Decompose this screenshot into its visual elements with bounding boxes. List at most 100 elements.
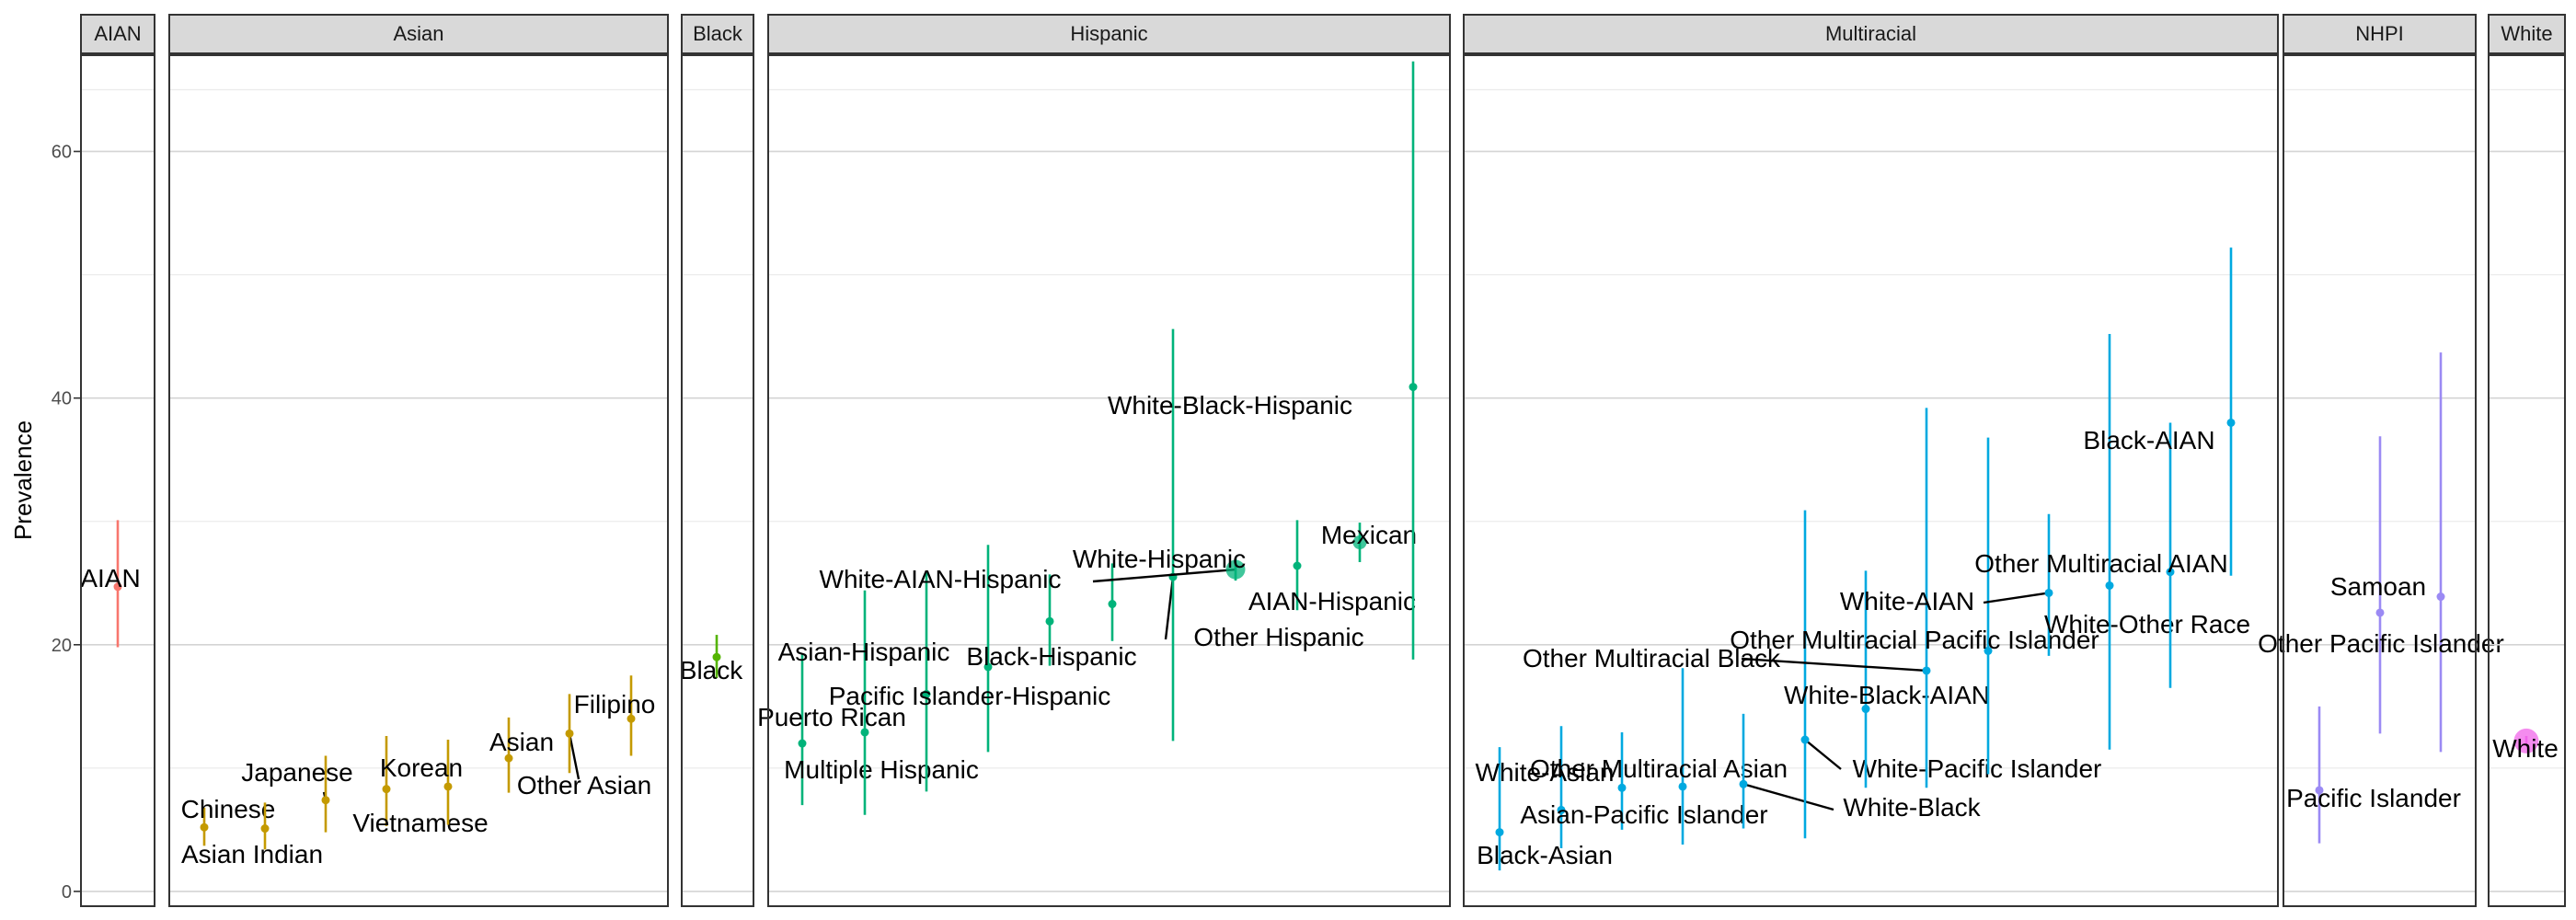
panel-border	[681, 54, 754, 907]
facet-strip-label: AIAN	[94, 22, 141, 45]
point-label: Vietnamese	[352, 809, 488, 837]
label-leader-line	[1742, 783, 1834, 811]
facet-strip	[2488, 14, 2566, 54]
data-point	[200, 822, 209, 832]
panel-border	[1463, 54, 2279, 907]
point-label: White	[2492, 734, 2559, 763]
point-label: Pacific Islander	[2286, 784, 2461, 812]
point-label: White-Asian	[1476, 758, 1615, 787]
point-label: Other Asian	[517, 771, 651, 799]
point-label: White-Black-AIAN	[1784, 681, 1990, 709]
facet-strip	[681, 14, 754, 54]
data-point	[1225, 559, 1246, 580]
point-label: Other Multiracial Pacific Islander	[1730, 626, 2099, 654]
data-point	[1984, 647, 1993, 655]
data-point	[1739, 779, 1748, 788]
panel-border	[168, 54, 669, 907]
point-label: White-Other Race	[2044, 610, 2250, 638]
facet-asian: Asian Chinese Asian Indian JapaneseVietname…	[168, 14, 669, 907]
label-leader-line	[1983, 592, 2050, 604]
point-label: White-Black	[1843, 793, 1981, 822]
point-label: Asian-Hispanic	[778, 638, 950, 666]
data-point	[2166, 568, 2175, 577]
label-leader-line	[1804, 739, 1842, 770]
data-point	[798, 739, 807, 748]
data-point	[113, 582, 122, 592]
data-point	[382, 785, 391, 794]
label-leader-line	[568, 733, 581, 780]
y-tick-label: 40	[52, 389, 72, 409]
data-point	[1922, 666, 1931, 675]
panel-border	[2488, 54, 2566, 907]
point-label: White-Black-Hispanic	[1108, 391, 1352, 420]
data-point	[2315, 786, 2324, 795]
point-label: Other Multiracial Asian	[1530, 754, 1788, 783]
point-label: AIAN	[80, 564, 140, 592]
facet-aian: AIAN AIAN	[80, 14, 155, 907]
facet-strip-label: Asian	[393, 22, 443, 45]
panel-border	[2283, 54, 2477, 907]
panel-border	[80, 54, 155, 907]
point-label: Multiple Hispanic	[784, 755, 979, 784]
point-label: Chinese	[181, 795, 276, 823]
y-tick-label: 20	[52, 636, 72, 656]
y-axis: 0 20 40 60	[52, 143, 81, 903]
data-point	[2436, 592, 2445, 602]
point-label: Samoan	[2330, 572, 2426, 601]
facet-strip	[767, 14, 1451, 54]
facet-strip	[168, 14, 669, 54]
data-point	[1352, 535, 1367, 550]
data-point	[1861, 705, 1870, 714]
point-label: Other Multiracial AIAN	[1974, 549, 2227, 578]
data-point	[443, 782, 453, 791]
data-point	[1108, 600, 1117, 609]
facet-white: White White	[2488, 14, 2566, 907]
point-label: Mexican	[1321, 521, 1417, 549]
facet-multiracial: Multiracial Black-Asian White-Asian Asian-P…	[1463, 14, 2279, 907]
data-point	[2044, 588, 2053, 597]
data-point	[2375, 608, 2385, 617]
data-point	[983, 662, 993, 672]
y-axis-title: Prevalence	[9, 420, 37, 540]
facet-nhpi: NHPI Pacific Islander Samoan Other Pacific …	[2258, 14, 2504, 907]
point-label: White-Pacific Islander	[1853, 754, 2102, 783]
data-point	[504, 753, 513, 763]
data-point	[565, 729, 574, 738]
data-point	[1045, 616, 1054, 626]
facet-black: Black Black	[680, 14, 754, 907]
point-label: Korean	[380, 753, 463, 782]
point-label: Asian	[489, 728, 554, 756]
point-label: White-AIAN-Hispanic	[820, 565, 1062, 593]
y-tick-label: 60	[52, 143, 72, 163]
point-label: White-AIAN	[1840, 587, 1974, 615]
facet-strip	[2283, 14, 2477, 54]
y-tick-label: 0	[62, 882, 72, 903]
point-label: Black	[680, 656, 743, 684]
label-leader-line	[1164, 576, 1175, 640]
point-label: Black-Asian	[1477, 841, 1613, 869]
facet-panels: AIAN AIAN Asian Chinese Asian Indian Japanese…	[80, 14, 2566, 907]
data-point	[2226, 418, 2236, 427]
facet-strip	[80, 14, 155, 54]
point-label: Pacific Islander-Hispanic	[829, 682, 1111, 710]
point-label: Other Hispanic	[1193, 623, 1363, 651]
data-point	[922, 689, 931, 698]
facet-hispanic: Hispanic Multiple Hispanic Puerto Rican Asi…	[757, 14, 1451, 907]
data-point	[1409, 383, 1418, 392]
point-label: Other Multiracial Black	[1523, 644, 1781, 673]
point-label: Black-AIAN	[2083, 426, 2214, 454]
point-label: Japanese	[241, 758, 352, 787]
data-point	[860, 728, 869, 737]
point-label: Asian Indian	[181, 840, 323, 868]
data-point	[627, 714, 636, 723]
point-label: Filipino	[574, 690, 656, 719]
data-point	[712, 652, 721, 661]
facet-strip-label: Black	[693, 22, 743, 45]
label-leader-line	[1741, 657, 1927, 673]
data-point	[1557, 805, 1566, 814]
point-label: AIAN-Hispanic	[1248, 587, 1416, 615]
point-label: Puerto Rican	[757, 703, 906, 731]
facet-strip-label: White	[2501, 22, 2552, 45]
data-point	[1617, 783, 1627, 792]
data-point	[1678, 782, 1687, 791]
